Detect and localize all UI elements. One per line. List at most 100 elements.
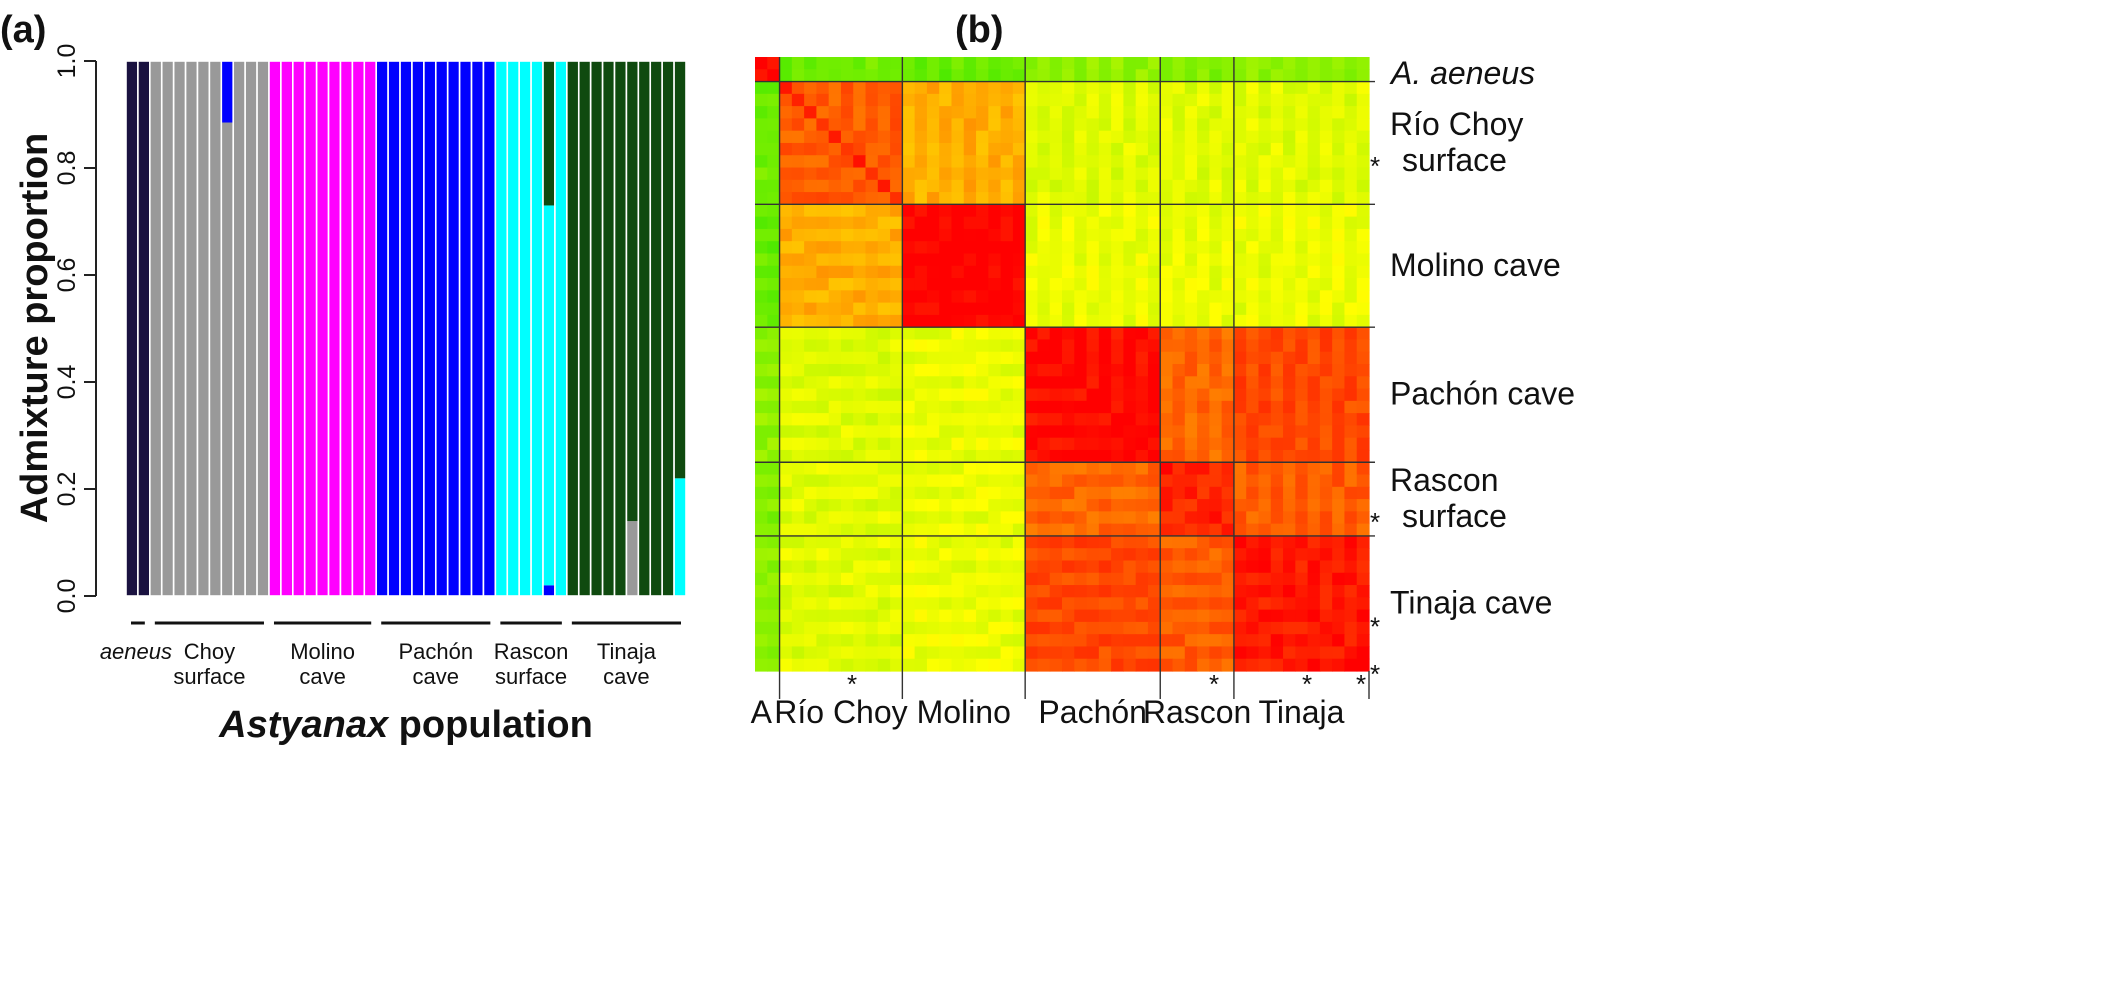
heatmap-cell <box>828 499 842 512</box>
heatmap-cell <box>926 155 940 169</box>
heatmap-cell <box>926 351 940 365</box>
heatmap-cell <box>1270 572 1284 586</box>
heatmap-cell <box>1049 486 1063 500</box>
heatmap-cell <box>791 106 805 119</box>
heatmap-cell <box>1221 572 1235 586</box>
heatmap-cell <box>1295 155 1309 169</box>
heatmap-cell <box>1111 425 1124 439</box>
heatmap-cell <box>877 118 891 132</box>
heatmap-cell <box>1012 548 1026 562</box>
heatmap-cell <box>1283 572 1296 586</box>
heatmap-cell <box>1332 388 1346 402</box>
heatmap-cell <box>951 634 965 648</box>
heatmap-cell <box>1197 658 1210 672</box>
heatmap-cell <box>1160 118 1174 132</box>
heatmap-cell <box>914 621 928 635</box>
heatmap-cell <box>828 511 842 525</box>
heatmap-cell <box>939 646 953 660</box>
heatmap-cell <box>1283 646 1296 660</box>
heatmap-cell <box>791 437 805 451</box>
heatmap-cell <box>1135 523 1149 537</box>
heatmap-cell <box>1344 253 1358 267</box>
heatmap-cell <box>1147 216 1161 230</box>
bar-segment <box>614 61 627 596</box>
heatmap-cell <box>1233 118 1247 132</box>
heatmap-cell <box>865 290 879 304</box>
heatmap-cell <box>939 425 953 439</box>
heatmap-cell <box>779 130 793 144</box>
heatmap-cell <box>1283 499 1296 512</box>
heatmap-cell <box>1172 302 1186 316</box>
heatmap-cell <box>767 69 781 83</box>
heatmap-cell <box>1295 548 1309 562</box>
heatmap-cell <box>1184 400 1198 414</box>
heatmap-cell <box>1233 265 1247 279</box>
heatmap-cell <box>1295 106 1309 119</box>
heatmap-cell <box>1295 290 1309 304</box>
heatmap-cell <box>1049 535 1063 549</box>
heatmap-cell <box>1307 142 1321 156</box>
heatmap-cell <box>840 621 854 635</box>
heatmap-cell <box>890 400 903 414</box>
heatmap-cell <box>816 364 830 377</box>
heatmap-cell <box>840 474 854 488</box>
heatmap-cell <box>1062 462 1075 476</box>
heatmap-cell <box>1086 437 1100 451</box>
heatmap-cell <box>902 646 916 660</box>
heatmap-cell <box>1086 118 1100 132</box>
heatmap-cell <box>1135 265 1149 279</box>
heatmap-cell <box>1111 351 1124 365</box>
heatmap-cell <box>1098 241 1112 255</box>
heatmap-cell <box>816 474 830 488</box>
heatmap-cell <box>951 658 965 672</box>
heatmap-cell <box>1123 486 1137 500</box>
heatmap-cell <box>1172 155 1186 169</box>
row-label: Molino cave <box>1390 247 1561 283</box>
heatmap-cell <box>816 425 830 439</box>
heatmap-cell <box>1074 548 1088 562</box>
heatmap-cell <box>791 192 805 205</box>
heatmap-cell <box>1012 278 1026 291</box>
heatmap-cell <box>951 425 965 439</box>
heatmap-cell <box>1356 228 1370 242</box>
heatmap-cell <box>1147 646 1161 660</box>
heatmap-cell <box>877 400 891 414</box>
heatmap-cell <box>1283 486 1296 500</box>
heatmap-cell <box>755 621 768 635</box>
heatmap-cell <box>976 548 989 562</box>
heatmap-cell <box>1184 253 1198 267</box>
heatmap-cell <box>1283 634 1296 648</box>
heatmap-cell <box>865 351 879 365</box>
heatmap-cell <box>976 327 989 341</box>
heatmap-cell <box>840 265 854 279</box>
heatmap-cell <box>1135 376 1149 390</box>
heatmap-cell <box>767 192 781 205</box>
heatmap-cell <box>1098 511 1112 525</box>
heatmap-cell <box>1283 179 1296 193</box>
heatmap-cell <box>1086 634 1100 648</box>
heatmap-cell <box>1295 634 1309 648</box>
heatmap-cell <box>1209 278 1223 291</box>
heatmap-cell <box>988 376 1002 390</box>
heatmap-cell <box>1049 278 1063 291</box>
heatmap-cell <box>1000 204 1014 218</box>
heatmap-cell <box>1246 167 1260 181</box>
heatmap-cell <box>1307 339 1321 353</box>
heatmap-cell <box>840 449 854 463</box>
heatmap-cell <box>1258 290 1272 304</box>
heatmap-cell <box>1012 204 1026 218</box>
heatmap-cell <box>1049 179 1063 193</box>
heatmap-cell <box>951 462 965 476</box>
heatmap-cell <box>1037 253 1051 267</box>
heatmap-cell <box>853 462 867 476</box>
heatmap-cell <box>976 351 989 365</box>
heatmap-cell <box>1319 155 1333 169</box>
heatmap-cell <box>1283 302 1296 316</box>
heatmap-cell <box>1025 621 1039 635</box>
heatmap-cell <box>1283 535 1296 549</box>
heatmap-cell <box>1283 167 1296 181</box>
heatmap-cell <box>853 142 867 156</box>
heatmap-cell <box>1098 560 1112 574</box>
heatmap-cell <box>1135 462 1149 476</box>
heatmap-cell <box>828 646 842 660</box>
